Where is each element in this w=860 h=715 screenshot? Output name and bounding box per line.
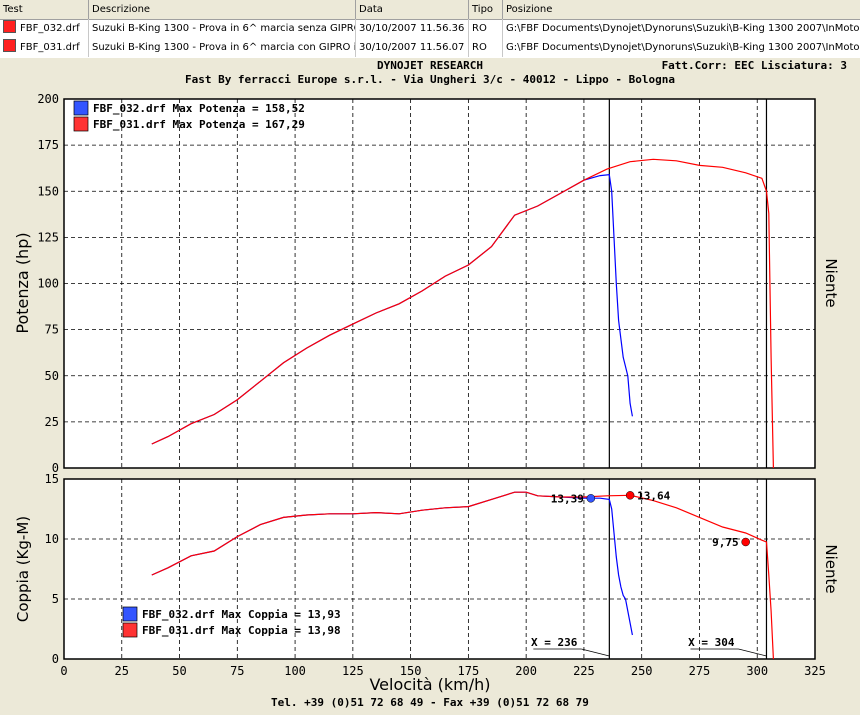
- y-tick-label: 150: [37, 184, 59, 198]
- vline-leader: [738, 648, 767, 657]
- series-line-fbf_031-drf: [151, 158, 774, 469]
- marker-point: [741, 537, 750, 547]
- x-tick-label: 75: [230, 664, 244, 678]
- test-name: FBF_031.drf: [20, 42, 80, 53]
- legend-swatch-032: [73, 100, 89, 116]
- power-y-axis-label: Potenza (hp): [13, 232, 32, 333]
- legend-entry-031: FBF_031.drf Max Potenza = 167,29: [93, 118, 305, 131]
- torque-right-label: Niente: [822, 544, 840, 593]
- vline-label: X = 236: [531, 636, 578, 649]
- power-right-label: Niente: [822, 258, 840, 307]
- footer-contacts: Tel. +39 (0)51 72 68 49 - Fax +39 (0)51 …: [271, 696, 589, 709]
- y-tick-label: 5: [52, 592, 59, 606]
- path-cell: G:\FBF Documents\Dynojet\Dynoruns\Suzuki…: [506, 42, 860, 53]
- type-cell: RO: [469, 19, 503, 38]
- y-tick-label: 75: [45, 323, 59, 337]
- torque-grid: [64, 479, 815, 659]
- date-cell: 30/10/2007 11.56.07: [356, 38, 469, 57]
- x-tick-label: 100: [284, 664, 306, 678]
- runs-table-header: Test Descrizione Data Tipo Posizione: [0, 0, 860, 20]
- x-tick-label: 275: [689, 664, 711, 678]
- date-cell: 30/10/2007 11.56.36: [356, 19, 469, 38]
- torque-markers: 13,39 13,64 9,75: [551, 489, 750, 549]
- col-header-tipo[interactable]: Tipo: [469, 0, 503, 19]
- x-tick-label: 325: [804, 664, 826, 678]
- legend-swatch-031: [122, 622, 138, 638]
- run-color-swatch: [3, 20, 16, 33]
- run-color-swatch: [3, 39, 16, 52]
- x-axis-label: Velocità (km/h): [369, 675, 490, 694]
- y-tick-label: 100: [37, 277, 59, 291]
- x-tick-label: 175: [458, 664, 480, 678]
- test-name: FBF_032.drf: [20, 23, 80, 34]
- x-tick-label: 25: [115, 664, 129, 678]
- test-cell: FBF_032.drf: [0, 19, 89, 38]
- legend-entry-032: FBF_032.drf Max Coppia = 13,93: [142, 608, 341, 621]
- col-header-descrizione[interactable]: Descrizione: [89, 0, 356, 19]
- chart-header-company: Fast By ferracci Europe s.r.l. - Via Ung…: [185, 73, 675, 86]
- x-tick-label: 300: [746, 664, 768, 678]
- test-cell: FBF_031.drf: [0, 38, 89, 57]
- power-grid: [64, 99, 815, 468]
- col-header-test[interactable]: Test: [0, 0, 89, 19]
- legend-swatch-032: [122, 606, 138, 622]
- chart-header-title: DYNOJET RESEARCH: [377, 59, 483, 72]
- y-tick-label: 0: [52, 652, 59, 666]
- desc-cell: Suzuki B-King 1300 - Prova in 6^ marcia …: [89, 38, 356, 57]
- vline-leader: [581, 648, 610, 657]
- x-tick-label: 0: [60, 664, 67, 678]
- y-tick-label: 15: [45, 472, 59, 486]
- y-tick-label: 0: [52, 461, 59, 475]
- col-header-data[interactable]: Data: [356, 0, 469, 19]
- marker-label: 13,39: [551, 492, 584, 505]
- type-cell: RO: [469, 38, 503, 57]
- power-y-ticks: 0 25 50 75 100 125 150 175 200: [37, 92, 59, 475]
- x-tick-label: 50: [172, 664, 186, 678]
- x-tick-label: 200: [515, 664, 537, 678]
- runs-table: Test Descrizione Data Tipo Posizione FBF…: [0, 0, 860, 58]
- torque-y-axis-label: Coppia (Kg-M): [14, 516, 32, 622]
- torque-legend: FBF_032.drf Max Coppia = 13,93 FBF_031.d…: [122, 606, 341, 638]
- legend-entry-031: FBF_031.drf Max Coppia = 13,98: [142, 624, 341, 637]
- power-series: [151, 158, 774, 469]
- torque-y-ticks: 0 5 10 15: [45, 472, 59, 666]
- marker-label: 9,75: [712, 536, 739, 549]
- x-tick-label: 225: [573, 664, 595, 678]
- y-tick-label: 200: [37, 92, 59, 106]
- y-tick-label: 125: [37, 230, 59, 244]
- vline-labels: X = 236 X = 304: [531, 636, 767, 657]
- table-row[interactable]: FBF_032.drf Suzuki B-King 1300 - Prova i…: [0, 19, 860, 38]
- power-legend: FBF_032.drf Max Potenza = 158,52 FBF_031…: [73, 100, 305, 132]
- y-tick-label: 50: [45, 369, 59, 383]
- y-tick-label: 10: [45, 532, 59, 546]
- desc-cell: Suzuki B-King 1300 - Prova in 6^ marcia …: [89, 19, 356, 38]
- marker-point: [586, 494, 596, 503]
- series-line-fbf_031-drf: [151, 491, 774, 660]
- vline-label: X = 304: [688, 636, 735, 649]
- y-tick-label: 175: [37, 138, 59, 152]
- legend-entry-032: FBF_032.drf Max Potenza = 158,52: [93, 102, 305, 115]
- chart-header-correction: Fatt.Corr: EEC Lisciatura: 3: [662, 59, 847, 72]
- legend-swatch-031: [73, 116, 89, 132]
- x-tick-label: 250: [631, 664, 653, 678]
- table-row[interactable]: FBF_031.drf Suzuki B-King 1300 - Prova i…: [0, 38, 860, 57]
- x-tick-label: 150: [400, 664, 422, 678]
- path-cell: G:\FBF Documents\Dynojet\Dynoruns\Suzuki…: [506, 23, 860, 34]
- y-tick-label: 25: [45, 415, 59, 429]
- marker-point: [625, 491, 635, 500]
- torque-series: [151, 491, 774, 660]
- col-header-posizione[interactable]: Posizione: [506, 4, 553, 15]
- x-ticks: 0 25 50 75 100 125 150 175 200 225 250 275 300 325: [60, 664, 825, 678]
- x-tick-label: 125: [342, 664, 364, 678]
- marker-label: 13,64: [637, 489, 670, 502]
